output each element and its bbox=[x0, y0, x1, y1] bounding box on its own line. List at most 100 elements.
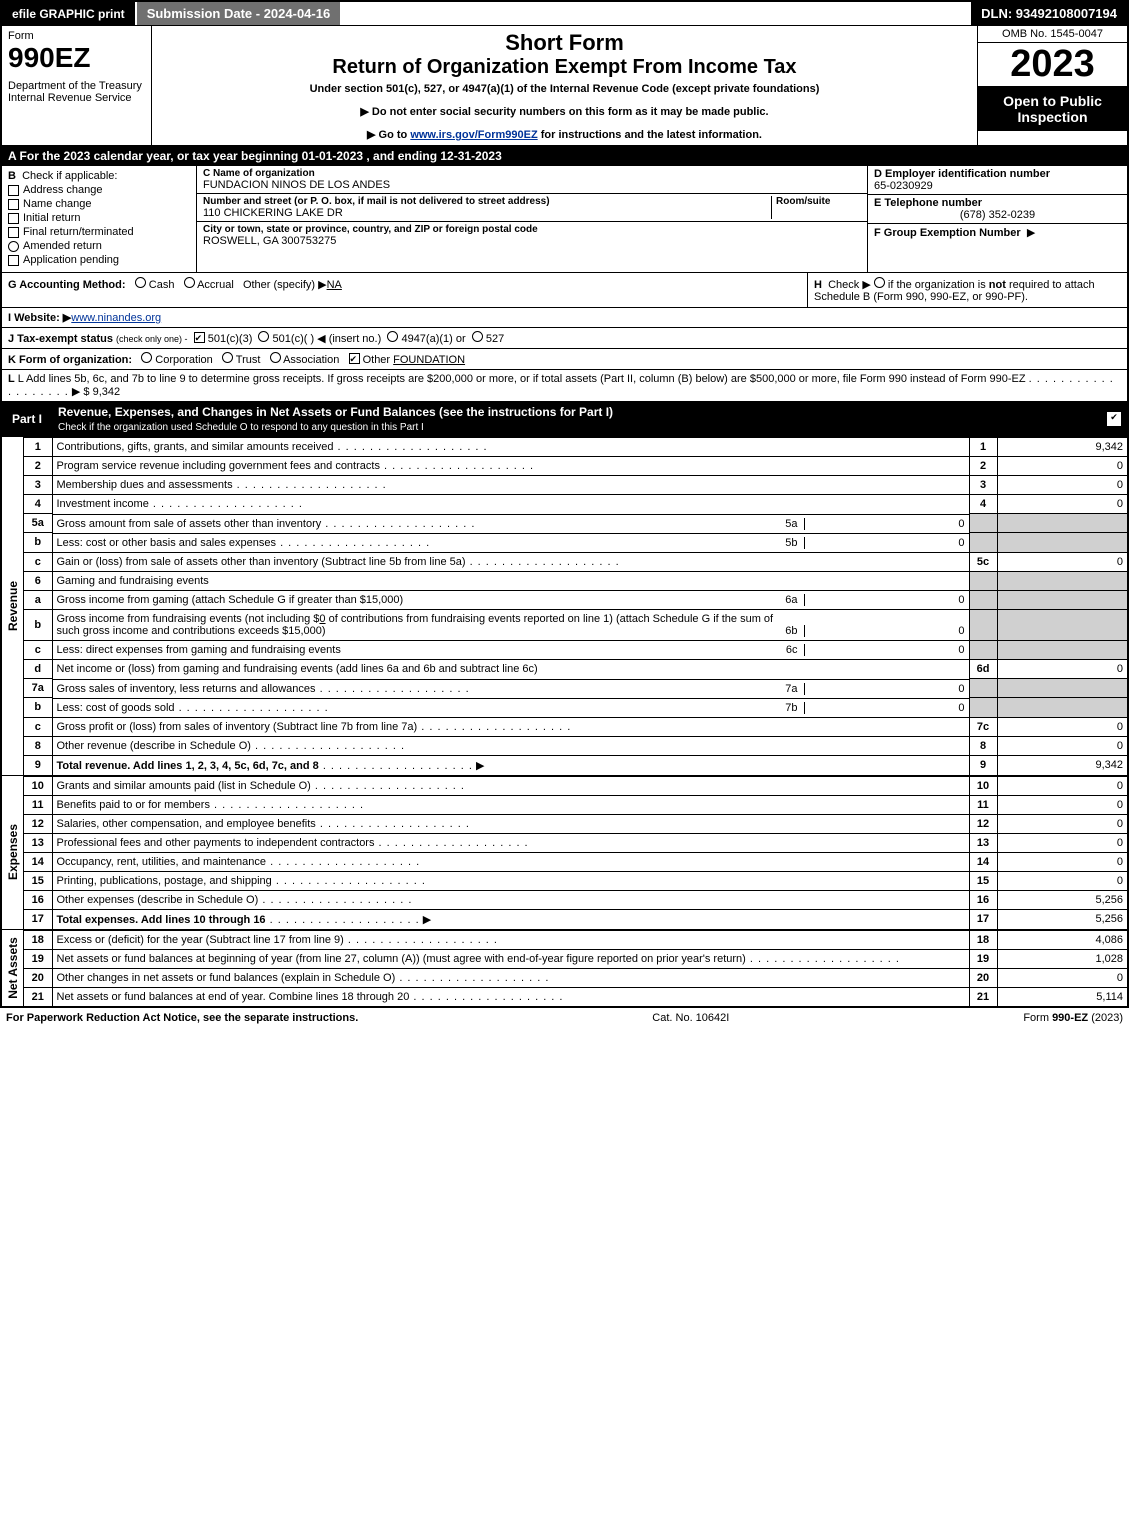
footer-right: Form 990-EZ (2023) bbox=[1023, 1012, 1123, 1024]
dln-label: DLN: 93492108007194 bbox=[971, 2, 1127, 25]
opt-application-pending[interactable]: Application pending bbox=[8, 254, 190, 266]
revenue-vlabel: Revenue bbox=[2, 437, 24, 775]
top-bar: efile GRAPHIC print Submission Date - 20… bbox=[2, 2, 1127, 25]
net-assets-section: Net Assets 18Excess or (deficit) for the… bbox=[2, 929, 1127, 1006]
e-label: E Telephone number bbox=[874, 197, 1121, 209]
row-i-website: I Website: ▶www.ninandes.org bbox=[2, 307, 1127, 327]
radio-icon[interactable] bbox=[8, 241, 19, 252]
room-label: Room/suite bbox=[776, 196, 861, 207]
part-i-checkbox[interactable] bbox=[1107, 412, 1121, 426]
expenses-section: Expenses 10Grants and similar amounts pa… bbox=[2, 775, 1127, 929]
part-i-title: Revenue, Expenses, and Changes in Net As… bbox=[52, 402, 1107, 436]
org-other-val: FOUNDATION bbox=[393, 354, 465, 366]
line-6d: dNet income or (loss) from gaming and fu… bbox=[24, 660, 1127, 679]
line-5a: 5aGross amount from sale of assets other… bbox=[24, 514, 1127, 533]
opt-name-change[interactable]: Name change bbox=[8, 198, 190, 210]
radio-501c[interactable] bbox=[258, 331, 269, 342]
expenses-vlabel: Expenses bbox=[2, 776, 24, 929]
checkbox-501c3[interactable] bbox=[194, 332, 205, 343]
c-city-cell: City or town, state or province, country… bbox=[197, 222, 867, 249]
line-8: 8Other revenue (describe in Schedule O)8… bbox=[24, 736, 1127, 755]
expenses-table: 10Grants and similar amounts paid (list … bbox=[24, 776, 1127, 929]
goto-pre: ▶ Go to bbox=[367, 129, 410, 141]
line-15: 15Printing, publications, postage, and s… bbox=[24, 871, 1127, 890]
submission-date: Submission Date - 2024-04-16 bbox=[137, 2, 341, 25]
c-city-label: City or town, state or province, country… bbox=[203, 224, 861, 235]
c-street-label: Number and street (or P. O. box, if mail… bbox=[203, 196, 771, 207]
part-i-bar: Part I Revenue, Expenses, and Changes in… bbox=[2, 401, 1127, 436]
radio-trust[interactable] bbox=[222, 352, 233, 363]
line-18: 18Excess or (deficit) for the year (Subt… bbox=[24, 930, 1127, 949]
line-6b: bGross income from fundraising events (n… bbox=[24, 609, 1127, 640]
checkbox-icon[interactable] bbox=[8, 227, 19, 238]
irs-link[interactable]: www.irs.gov/Form990EZ bbox=[410, 129, 537, 141]
department: Department of the Treasury Internal Reve… bbox=[8, 80, 145, 104]
line-7a: 7aGross sales of inventory, less returns… bbox=[24, 679, 1127, 698]
note-goto: ▶ Go to www.irs.gov/Form990EZ for instru… bbox=[158, 128, 971, 141]
checkbox-icon[interactable] bbox=[8, 255, 19, 266]
omb-number: OMB No. 1545-0047 bbox=[978, 26, 1127, 43]
line-14: 14Occupancy, rent, utilities, and mainte… bbox=[24, 852, 1127, 871]
radio-accrual[interactable] bbox=[184, 277, 195, 288]
opt-address-change[interactable]: Address change bbox=[8, 184, 190, 196]
checkbox-icon[interactable] bbox=[8, 185, 19, 196]
arrow-icon: ▶ bbox=[1027, 227, 1035, 239]
d-label: D Employer identification number bbox=[874, 168, 1121, 180]
f-label: F Group Exemption Number bbox=[874, 227, 1021, 239]
checkbox-icon[interactable] bbox=[8, 213, 19, 224]
efile-print-button[interactable]: efile GRAPHIC print bbox=[2, 2, 137, 25]
c-name-label: C Name of organization bbox=[203, 168, 861, 179]
b-label: B Check if applicable: bbox=[8, 170, 190, 182]
radio-527[interactable] bbox=[472, 331, 483, 342]
note-ssn: ▶ Do not enter social security numbers o… bbox=[158, 105, 971, 118]
row-gh: G Accounting Method: Cash Accrual Other … bbox=[2, 272, 1127, 307]
radio-assoc[interactable] bbox=[270, 352, 281, 363]
open-to-public: Open to Public Inspection bbox=[978, 86, 1127, 131]
line-19: 19Net assets or fund balances at beginni… bbox=[24, 949, 1127, 968]
header-right: OMB No. 1545-0047 2023 Open to Public In… bbox=[977, 26, 1127, 145]
goto-post: for instructions and the latest informat… bbox=[538, 129, 762, 141]
checkbox-icon[interactable] bbox=[8, 199, 19, 210]
block-bcdef: B Check if applicable: Address change Na… bbox=[2, 166, 1127, 272]
col-b: B Check if applicable: Address change Na… bbox=[2, 166, 197, 272]
row-k-org: K Form of organization: Corporation Trus… bbox=[2, 348, 1127, 369]
checkbox-other-org[interactable] bbox=[349, 353, 360, 364]
org-name: FUNDACION NINOS DE LOS ANDES bbox=[203, 179, 861, 191]
line-1: 1Contributions, gifts, grants, and simil… bbox=[24, 438, 1127, 457]
line-21: 21Net assets or fund balances at end of … bbox=[24, 987, 1127, 1006]
radio-4947[interactable] bbox=[387, 331, 398, 342]
line-16: 16Other expenses (describe in Schedule O… bbox=[24, 890, 1127, 909]
accounting-other-val: NA bbox=[327, 279, 342, 291]
radio-corp[interactable] bbox=[141, 352, 152, 363]
line-2: 2Program service revenue including gover… bbox=[24, 457, 1127, 476]
spacer bbox=[340, 2, 971, 25]
opt-amended-return[interactable]: Amended return bbox=[8, 240, 190, 252]
line-7c: cGross profit or (loss) from sales of in… bbox=[24, 717, 1127, 736]
d-ein-cell: D Employer identification number 65-0230… bbox=[868, 166, 1127, 195]
line-6a: aGross income from gaming (attach Schedu… bbox=[24, 590, 1127, 609]
line-7b: bLess: cost of goods sold7b0 bbox=[24, 698, 1127, 718]
c-street-cell: Number and street (or P. O. box, if mail… bbox=[197, 194, 867, 222]
opt-final-return[interactable]: Final return/terminated bbox=[8, 226, 190, 238]
line-10: 10Grants and similar amounts paid (list … bbox=[24, 776, 1127, 795]
radio-h[interactable] bbox=[874, 277, 885, 288]
title-return: Return of Organization Exempt From Incom… bbox=[158, 56, 971, 79]
h-check: H Check ▶ if the organization is not req… bbox=[807, 273, 1127, 307]
col-c: C Name of organization FUNDACION NINOS D… bbox=[197, 166, 867, 272]
row-j-status: J Tax-exempt status (check only one) - 5… bbox=[2, 327, 1127, 348]
form-number: 990EZ bbox=[8, 42, 145, 74]
radio-cash[interactable] bbox=[135, 277, 146, 288]
gross-receipts: 9,342 bbox=[93, 386, 121, 398]
e-phone-cell: E Telephone number (678) 352-0239 bbox=[868, 195, 1127, 224]
col-def: D Employer identification number 65-0230… bbox=[867, 166, 1127, 272]
g-accounting: G Accounting Method: Cash Accrual Other … bbox=[2, 273, 807, 307]
line-13: 13Professional fees and other payments t… bbox=[24, 833, 1127, 852]
line-6c: cLess: direct expenses from gaming and f… bbox=[24, 640, 1127, 660]
website-link[interactable]: www.ninandes.org bbox=[71, 312, 161, 324]
header-middle: Short Form Return of Organization Exempt… bbox=[152, 26, 977, 145]
footer-mid: Cat. No. 10642I bbox=[652, 1012, 729, 1024]
line-3: 3Membership dues and assessments30 bbox=[24, 476, 1127, 495]
line-5b: bLess: cost or other basis and sales exp… bbox=[24, 533, 1127, 553]
line-11: 11Benefits paid to or for members110 bbox=[24, 795, 1127, 814]
opt-initial-return[interactable]: Initial return bbox=[8, 212, 190, 224]
